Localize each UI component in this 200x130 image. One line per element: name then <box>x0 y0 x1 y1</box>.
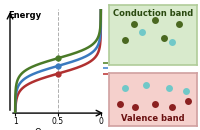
Text: Energy: Energy <box>8 11 41 20</box>
X-axis label: Occupancy: Occupancy <box>35 128 81 130</box>
Text: Valence band: Valence band <box>121 114 185 124</box>
Text: Conduction band: Conduction band <box>113 9 193 18</box>
